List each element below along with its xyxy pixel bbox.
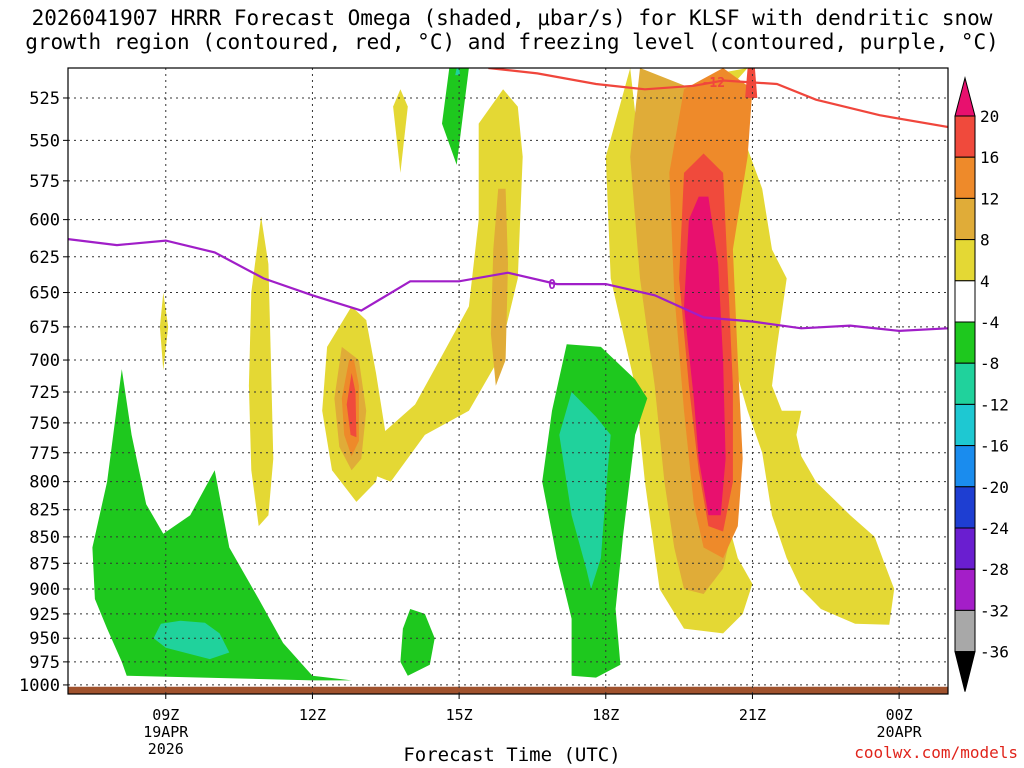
y-tick-label-950: 950 bbox=[29, 629, 60, 649]
plot-frame bbox=[67, 67, 949, 695]
colorbar-label--36: -36 bbox=[980, 643, 1009, 662]
x-tick-label-18Z: 18Z bbox=[592, 706, 619, 724]
colorbar-label--28: -28 bbox=[980, 560, 1009, 579]
x-tick-date-09Z: 19APR bbox=[143, 723, 189, 741]
colorbar-segment-13 bbox=[954, 609, 976, 653]
colorbar-segment-3 bbox=[954, 197, 976, 241]
y-tick-label-675: 675 bbox=[29, 318, 60, 338]
colorbar-label--8: -8 bbox=[980, 354, 999, 373]
y-tick-label-525: 525 bbox=[29, 89, 60, 109]
freezing-level-label: 0 bbox=[548, 278, 556, 293]
colorbar-segment-6 bbox=[954, 321, 976, 364]
colorbar-segment-5 bbox=[954, 280, 976, 323]
colorbar-label-20: 20 bbox=[980, 107, 999, 126]
site-credit: coolwx.com/models bbox=[854, 743, 1018, 762]
colorbar-segment-11 bbox=[954, 527, 976, 570]
colorbar-label-12: 12 bbox=[980, 189, 999, 208]
colorbar-label--4: -4 bbox=[980, 313, 999, 332]
colorbar-bottom-arrow bbox=[954, 651, 976, 692]
omega-region-4-15 bbox=[393, 89, 408, 173]
omega-region-20-5 bbox=[684, 196, 726, 516]
omega-region--4-20 bbox=[400, 609, 435, 676]
colorbar-label--32: -32 bbox=[980, 601, 1009, 620]
ground-surface bbox=[68, 686, 948, 694]
x-tick-label-12Z: 12Z bbox=[299, 706, 326, 724]
y-tick-label-975: 975 bbox=[29, 653, 60, 673]
colorbar-segment-9 bbox=[954, 445, 976, 488]
colorbar-label--24: -24 bbox=[980, 519, 1009, 538]
chart-title-line-2: growth region (contoured, red, °C) and f… bbox=[25, 30, 999, 54]
y-tick-label-875: 875 bbox=[29, 554, 60, 574]
freezing-level-contour bbox=[68, 238, 948, 333]
colorbar-label--12: -12 bbox=[980, 395, 1009, 414]
colorbar-segment-12 bbox=[954, 568, 976, 611]
y-tick-label-650: 650 bbox=[29, 284, 60, 304]
x-tick-year-09Z: 2026 bbox=[148, 740, 184, 758]
colorbar-top-arrow bbox=[954, 76, 976, 117]
y-tick-label-850: 850 bbox=[29, 528, 60, 548]
colorbar-segment-2 bbox=[954, 156, 976, 199]
y-tick-label-1000: 1000 bbox=[19, 676, 60, 696]
omega-region-8-8 bbox=[490, 188, 508, 386]
y-tick-label-625: 625 bbox=[29, 248, 60, 268]
colorbar-label-4: 4 bbox=[980, 272, 990, 291]
y-tick-label-550: 550 bbox=[29, 131, 60, 151]
omega-region-4-14 bbox=[159, 292, 169, 371]
omega-region-4-13 bbox=[248, 216, 274, 527]
y-tick-label-900: 900 bbox=[29, 580, 60, 600]
omega-region-4-7 bbox=[361, 89, 523, 482]
colorbar-segment-7 bbox=[954, 362, 976, 405]
omega-region--8-17 bbox=[153, 620, 230, 660]
dendritic-growth-label: -12 bbox=[702, 76, 725, 91]
colorbar-segment-10 bbox=[954, 486, 976, 529]
y-tick-label-600: 600 bbox=[29, 211, 60, 231]
colorbar-label-16: 16 bbox=[980, 148, 999, 167]
omega-region--8-22 bbox=[559, 392, 611, 589]
omega-region-16-12 bbox=[346, 373, 357, 438]
y-tick-label-700: 700 bbox=[29, 351, 60, 371]
x-tick-label-21Z: 21Z bbox=[739, 706, 766, 724]
x-tick-label-09Z: 09Z bbox=[152, 706, 179, 724]
x-tick-label-00Z: 00Z bbox=[886, 706, 913, 724]
y-tick-label-575: 575 bbox=[29, 172, 60, 192]
omega-region--4-18 bbox=[442, 68, 469, 165]
y-tick-label-775: 775 bbox=[29, 444, 60, 464]
colorbar-segment-1 bbox=[954, 115, 976, 158]
omega-region--4-16 bbox=[92, 369, 352, 681]
x-tick-label-15Z: 15Z bbox=[446, 706, 473, 724]
omega-region-4-0 bbox=[698, 68, 895, 625]
y-tick-label-800: 800 bbox=[29, 473, 60, 493]
y-tick-label-750: 750 bbox=[29, 414, 60, 434]
y-tick-label-925: 925 bbox=[29, 605, 60, 625]
colorbar-label-8: 8 bbox=[980, 231, 990, 250]
y-tick-label-725: 725 bbox=[29, 383, 60, 403]
colorbar-segment-8 bbox=[954, 403, 976, 447]
colorbar-label--20: -20 bbox=[980, 478, 1009, 497]
colorbar-segment-4 bbox=[954, 239, 976, 282]
y-tick-label-825: 825 bbox=[29, 501, 60, 521]
x-axis-label: Forecast Time (UTC) bbox=[403, 744, 621, 766]
dendritic-growth-contour bbox=[488, 68, 948, 129]
x-tick-date-00Z: 20APR bbox=[877, 723, 923, 741]
plot-area: 0 -12 bbox=[68, 68, 948, 694]
colorbar-label--16: -16 bbox=[980, 437, 1009, 456]
chart-title-line-1: 2026041907 HRRR Forecast Omega (shaded, … bbox=[31, 6, 993, 30]
